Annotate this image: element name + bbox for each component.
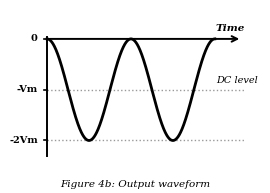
Text: DC level: DC level [216,76,257,85]
Text: Time: Time [216,24,245,33]
Text: -Vm: -Vm [16,85,38,94]
Text: -2Vm: -2Vm [9,136,38,145]
Text: Figure 4b: Output waveform: Figure 4b: Output waveform [60,180,210,189]
Text: 0: 0 [31,34,38,43]
